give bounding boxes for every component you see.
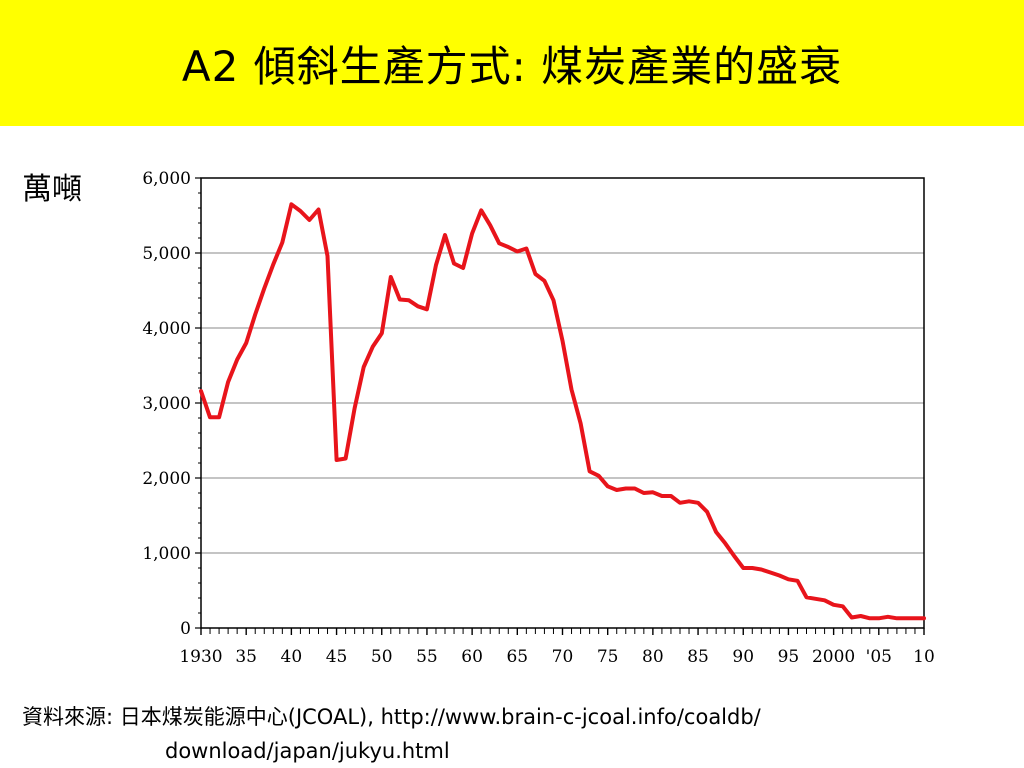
y-tick-label: 5,000 <box>142 244 191 264</box>
x-tick-label: 95 <box>778 647 800 667</box>
source-line-1: 資料來源: 日本煤炭能源中心(JCOAL), http://www.brain-… <box>22 705 761 729</box>
x-tick-label: 45 <box>326 647 348 667</box>
y-tick-label: 4,000 <box>142 319 191 339</box>
y-tick-label: 3,000 <box>142 394 191 414</box>
x-tick-label: 2000 <box>812 647 855 667</box>
grid-lines <box>201 252 924 554</box>
y-tick-label: 0 <box>180 619 191 639</box>
source-line-2: download/japan/jukyu.html <box>165 739 450 763</box>
axis-ticks <box>195 177 925 635</box>
y-unit-label: 萬噸 <box>22 172 82 207</box>
x-tick-label: 80 <box>642 647 664 667</box>
x-tick-label: 50 <box>371 647 393 667</box>
x-tick-label: 10 <box>913 647 935 667</box>
y-tick-label: 2,000 <box>142 469 191 489</box>
x-tick-label: 75 <box>597 647 619 667</box>
series-line <box>199 202 926 621</box>
source-note: 資料來源: 日本煤炭能源中心(JCOAL), http://www.brain-… <box>22 700 1012 768</box>
page-title: A2 傾斜生產方式: 煤炭產業的盛衰 <box>181 41 843 91</box>
x-tick-label: 70 <box>552 647 574 667</box>
x-tick-label: 60 <box>461 647 483 667</box>
x-tick-label: 90 <box>732 647 754 667</box>
title-bar <box>0 0 1024 126</box>
y-tick-label: 1,000 <box>142 544 191 564</box>
x-tick-label: 35 <box>235 647 257 667</box>
axis-tick-labels: 0 1,000 2,000 3,000 4,000 5,000 6,000 1930 35 40 4… <box>142 169 934 667</box>
x-tick-label: 40 <box>281 647 303 667</box>
x-tick-label: 85 <box>687 647 709 667</box>
x-tick-label: 65 <box>506 647 528 667</box>
x-tick-label: '05 <box>866 647 892 667</box>
y-tick-label: 6,000 <box>142 169 191 189</box>
x-tick-label: 55 <box>416 647 438 667</box>
x-tick-label: 1930 <box>179 647 222 667</box>
